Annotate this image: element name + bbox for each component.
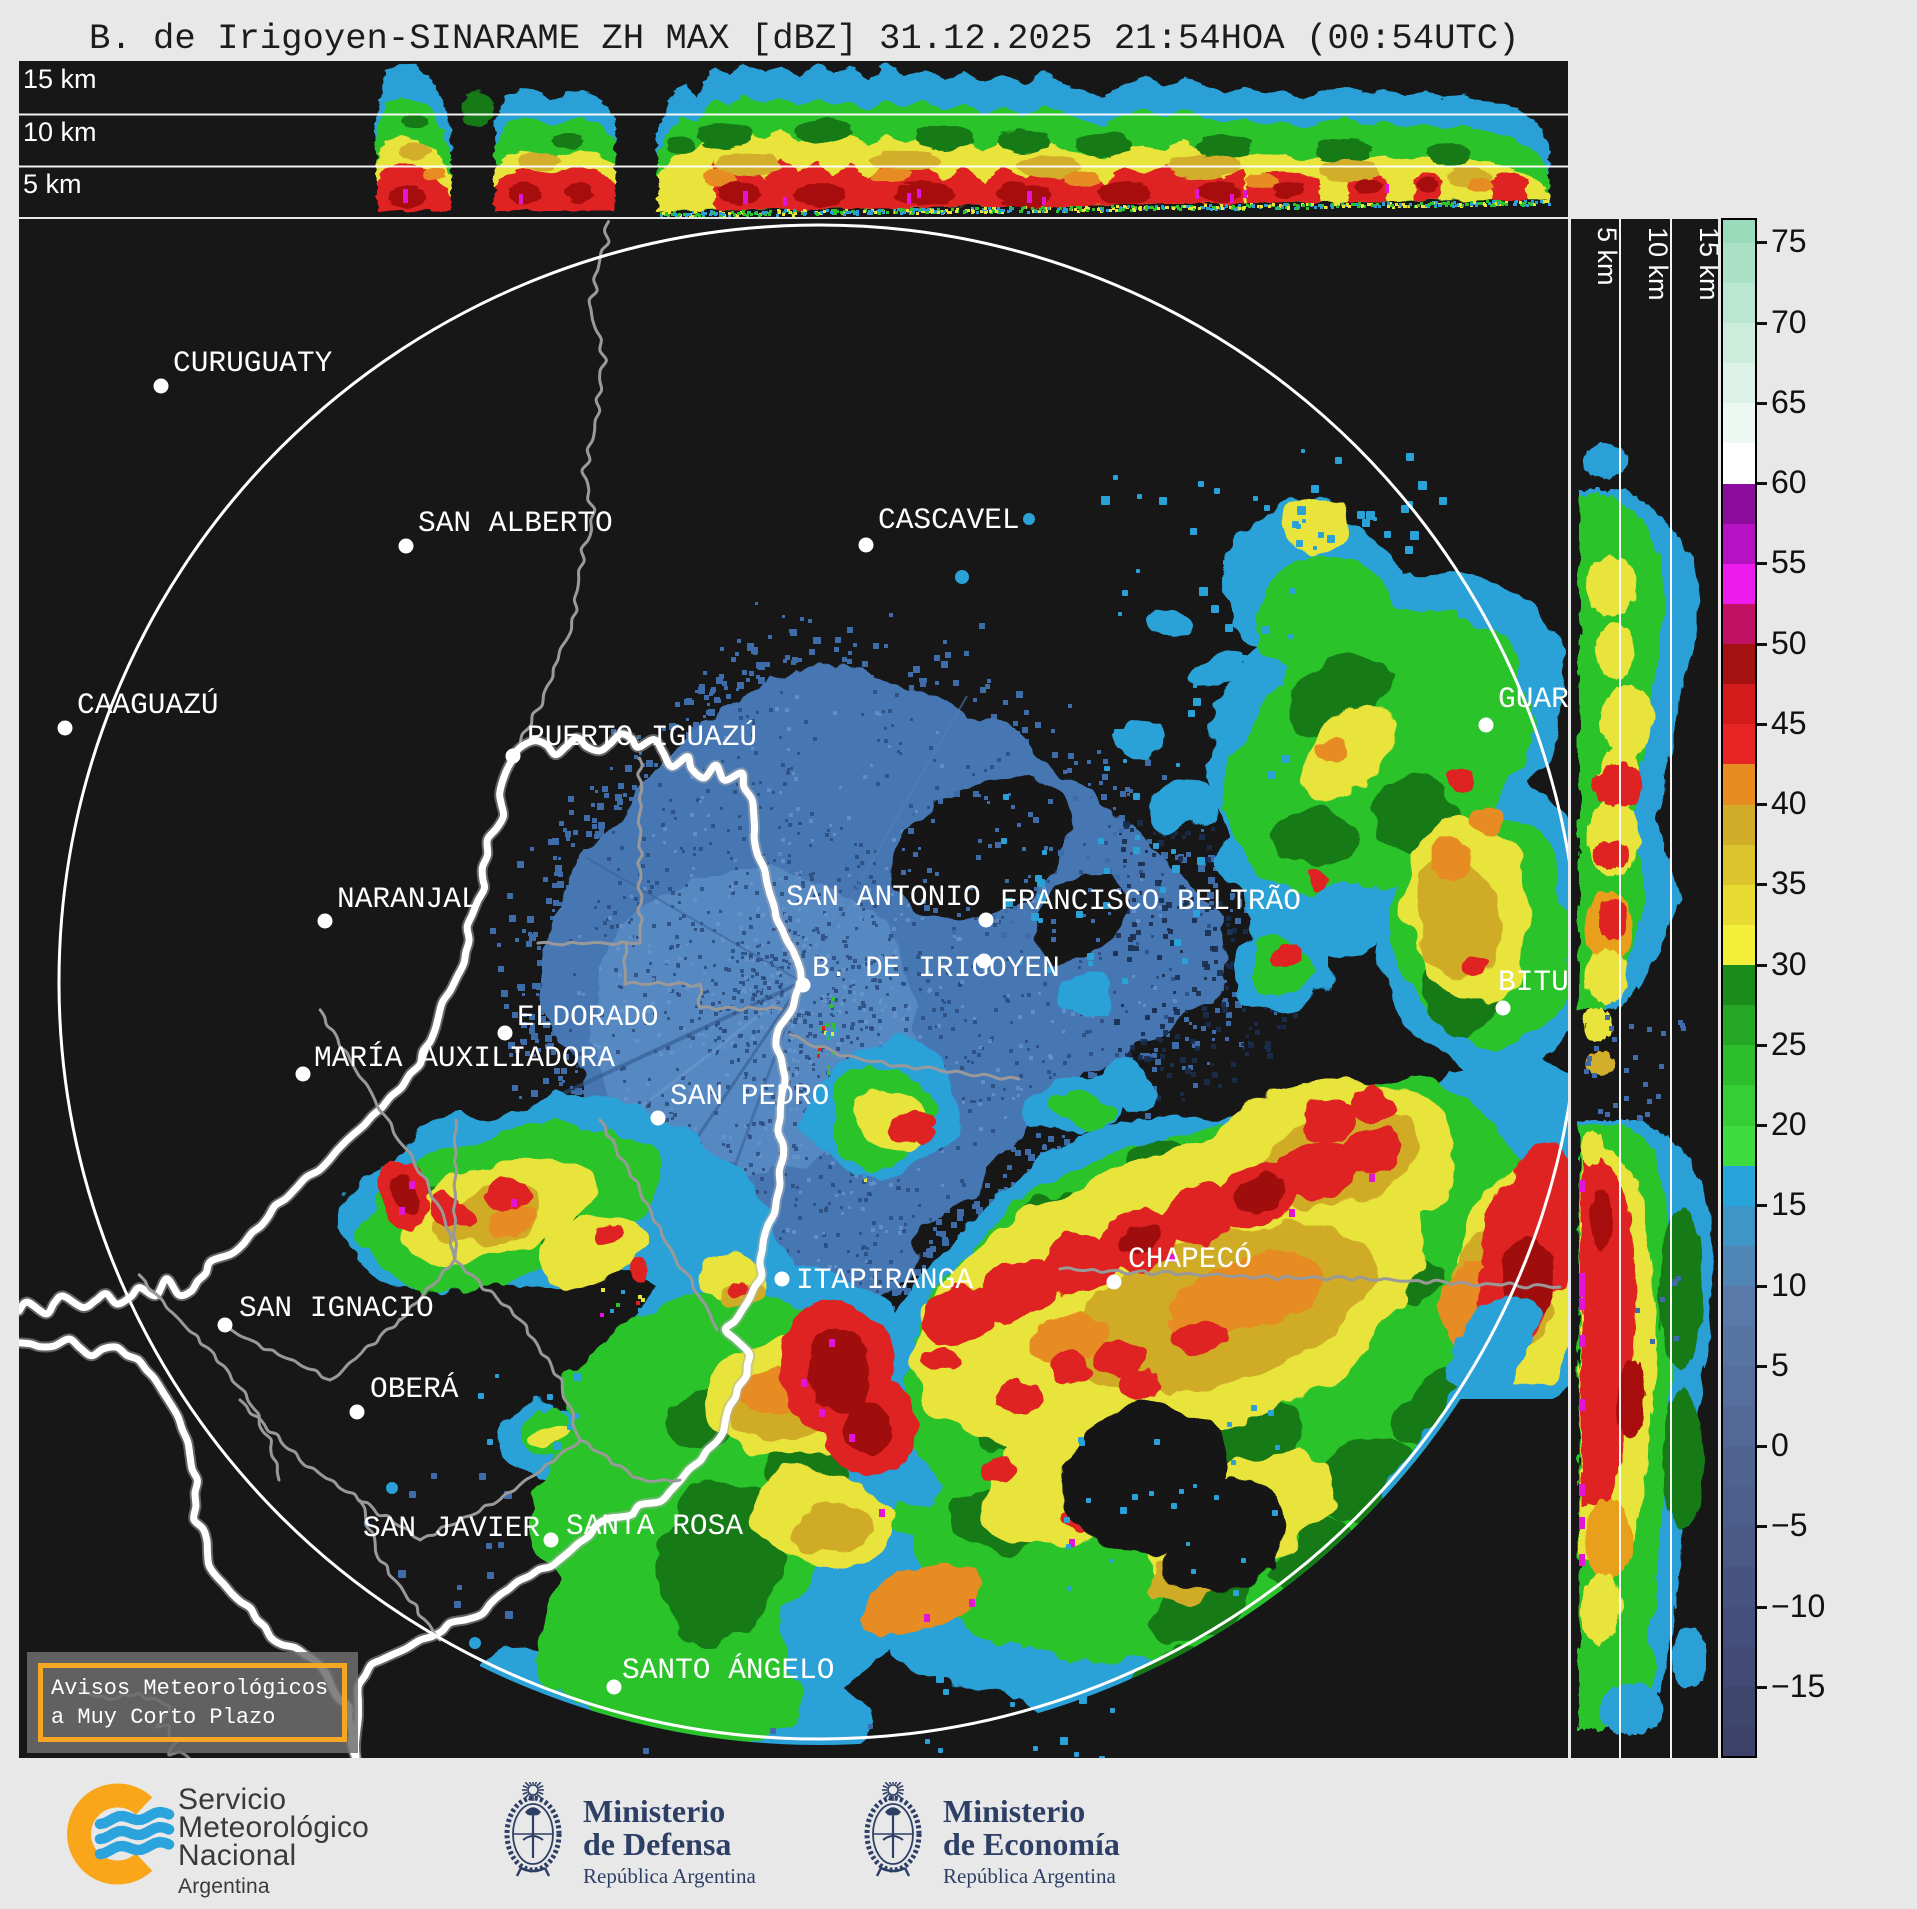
svg-text:10 km: 10 km	[23, 117, 97, 147]
svg-text:15 km: 15 km	[23, 64, 97, 94]
svg-text:ELDORADO: ELDORADO	[517, 1000, 659, 1034]
svg-text:SAN PEDRO: SAN PEDRO	[670, 1079, 829, 1113]
svg-text:CURUGUATY: CURUGUATY	[173, 346, 333, 380]
svg-text:SANTA ROSA: SANTA ROSA	[566, 1509, 743, 1543]
svg-text:15 km: 15 km	[1694, 227, 1718, 301]
svg-text:SANTO ÁNGELO: SANTO ÁNGELO	[622, 1653, 834, 1687]
svg-text:SAN ANTONIO: SAN ANTONIO	[786, 880, 981, 914]
svg-text:SAN ALBERTO: SAN ALBERTO	[418, 506, 613, 540]
svg-text:10 km: 10 km	[1643, 227, 1673, 301]
svg-text:FRANCISCO BELTRÃO: FRANCISCO BELTRÃO	[1000, 884, 1301, 918]
svg-text:SAN JAVIER: SAN JAVIER	[363, 1511, 540, 1545]
svg-text:PUERTO IGUAZÚ: PUERTO IGUAZÚ	[527, 720, 757, 754]
svg-text:GUARAPUAVA: GUARAPUAVA	[1498, 682, 1568, 716]
svg-text:5 km: 5 km	[1592, 227, 1622, 286]
svg-text:CASCAVEL: CASCAVEL	[878, 503, 1020, 537]
svg-text:BITURUNA: BITURUNA	[1498, 965, 1568, 999]
svg-text:NARANJAL: NARANJAL	[337, 882, 479, 916]
svg-text:ITAPIRANGA: ITAPIRANGA	[796, 1263, 973, 1297]
svg-text:5 km: 5 km	[23, 169, 82, 199]
svg-text:SAN IGNACIO: SAN IGNACIO	[239, 1291, 434, 1325]
svg-text:CAAGUAZÚ: CAAGUAZÚ	[77, 688, 219, 722]
svg-text:B. DE IRIGOYEN: B. DE IRIGOYEN	[812, 951, 1060, 985]
svg-text:OBERÁ: OBERÁ	[370, 1372, 459, 1406]
svg-text:MARÍA AUXILIADORA: MARÍA AUXILIADORA	[314, 1041, 615, 1075]
svg-text:CHAPECÓ: CHAPECÓ	[1128, 1242, 1252, 1276]
